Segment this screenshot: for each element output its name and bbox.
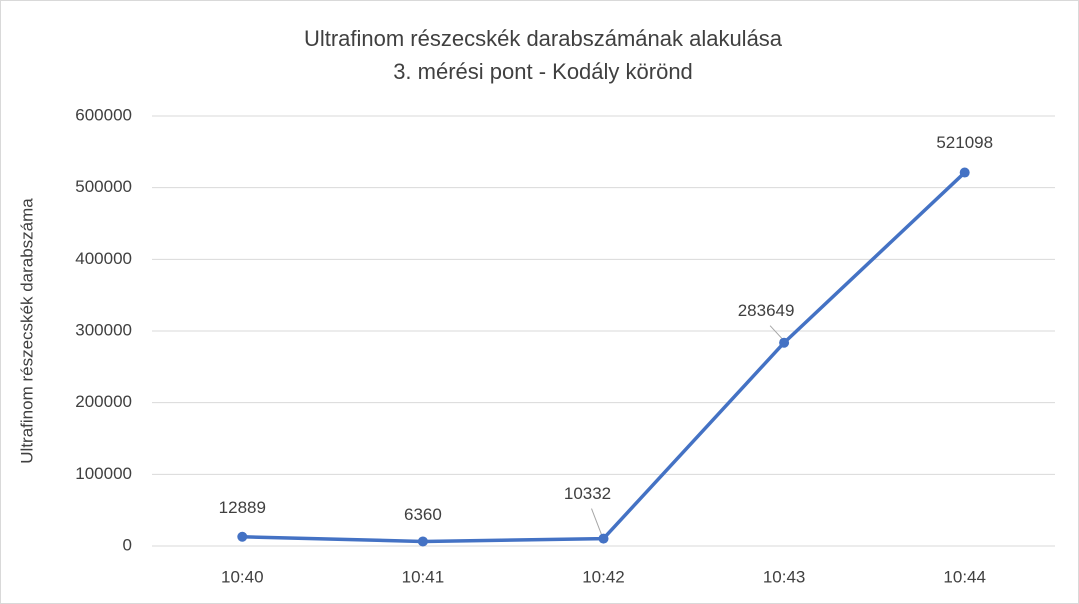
data-point (959, 167, 970, 178)
chart-title: Ultrafinom részecskék darabszámának alak… (304, 26, 783, 51)
y-tick-label: 100000 (75, 464, 132, 483)
y-axis-label: Ultrafinom részecskék darabszáma (17, 198, 36, 464)
y-tick-label: 200000 (75, 392, 132, 411)
data-point (417, 536, 428, 547)
x-tick-label: 10:41 (402, 567, 445, 586)
data-label: 10332 (564, 484, 611, 503)
y-tick-label: 0 (123, 535, 132, 554)
y-tick-label: 400000 (75, 249, 132, 268)
data-label: 6360 (404, 505, 442, 524)
x-tick-label: 10:40 (221, 567, 264, 586)
data-label: 521098 (936, 133, 993, 152)
y-tick-label: 500000 (75, 177, 132, 196)
y-tick-label: 600000 (75, 105, 132, 124)
data-point (598, 533, 609, 544)
y-tick-label: 300000 (75, 320, 132, 339)
x-tick-label: 10:43 (763, 567, 806, 586)
leader-line (591, 508, 602, 535)
data-label: 283649 (738, 301, 795, 320)
chart-subtitle: 3. mérési pont - Kodály körönd (393, 59, 693, 84)
x-tick-label: 10:44 (943, 567, 986, 586)
data-point (237, 531, 248, 542)
data-point (779, 337, 790, 348)
x-tick-label: 10:42 (582, 567, 625, 586)
leader-line (769, 325, 783, 340)
data-label: 12889 (219, 498, 266, 517)
